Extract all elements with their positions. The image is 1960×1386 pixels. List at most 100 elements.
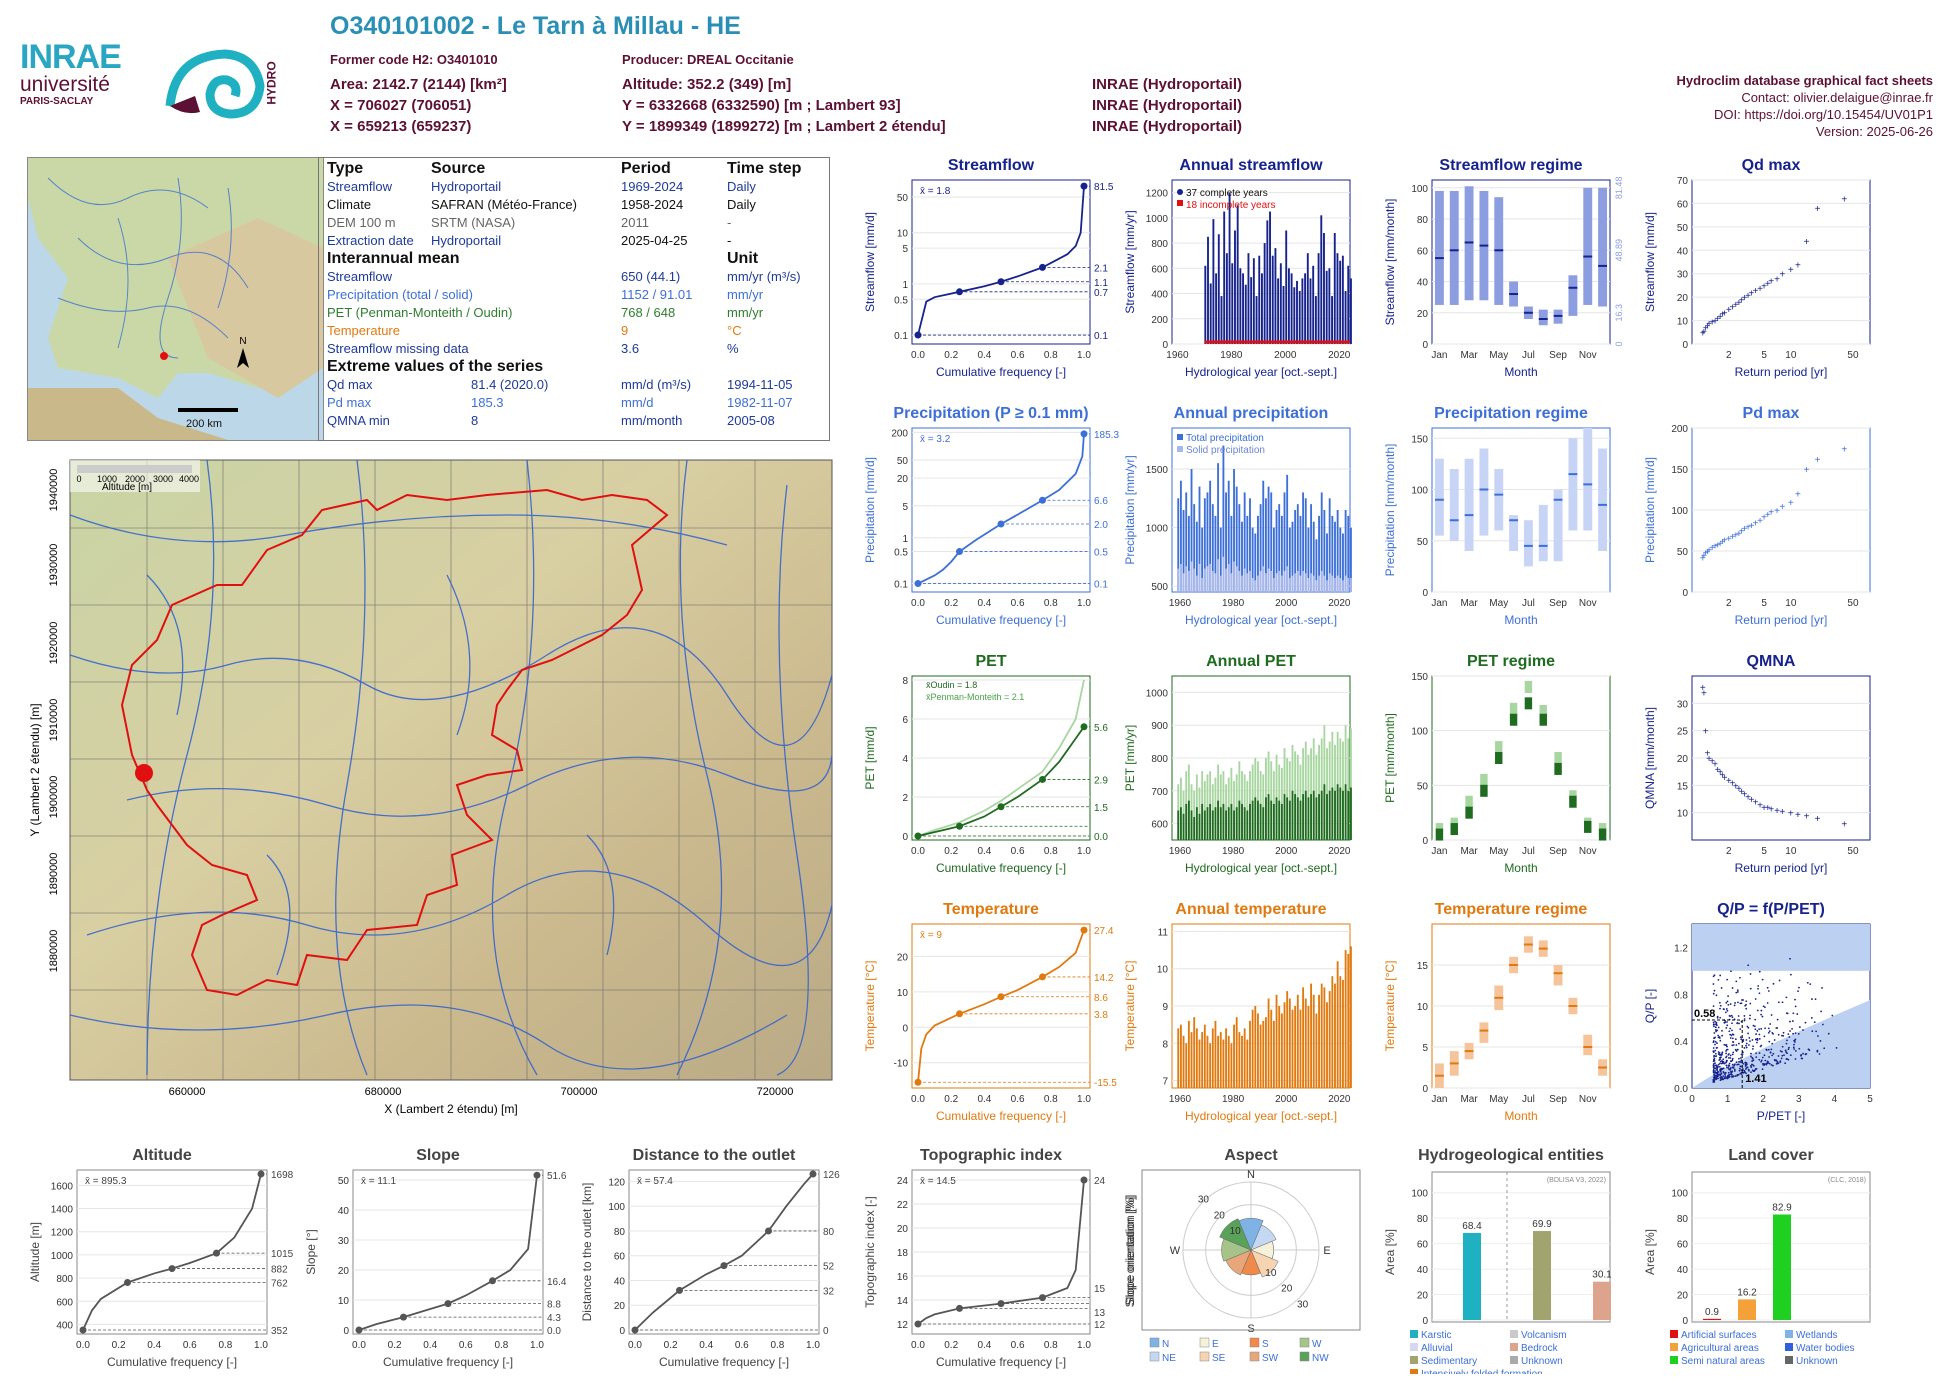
slope-chart: Slope Cumulative frequency [-] Slope [°] 0 1… <box>303 1142 573 1374</box>
x-axis-label: Cumulative frequency [-] <box>383 1355 513 1369</box>
y-tick-label: 0 <box>1422 1316 1428 1327</box>
x-tick-label: 1980 <box>1222 846 1245 857</box>
data-point: + <box>1749 288 1755 299</box>
legend-swatch <box>1199 1337 1210 1348</box>
regime-box <box>1434 458 1444 536</box>
data-point: + <box>1730 303 1736 314</box>
annual-bar <box>1198 486 1201 592</box>
data-point <box>1736 1074 1739 1076</box>
ring-label: 30 <box>1198 1194 1210 1205</box>
legend-label: Unknown <box>1796 1356 1838 1367</box>
data-point <box>1809 983 1812 986</box>
data-point <box>1728 1076 1731 1079</box>
data-point: + <box>1804 237 1810 248</box>
x-tick-label: 0.8 <box>1044 846 1058 857</box>
y-tick-label: 10 <box>897 988 909 999</box>
x-axis-label: Cumulative frequency [-] <box>659 1355 789 1369</box>
streamflow-chart: Streamflow Cumulative frequency [-] Stream… <box>862 152 1120 384</box>
legend-label: Intensively folded formation <box>1421 1369 1543 1374</box>
x-tick-label: 0.4 <box>147 1340 161 1351</box>
data-point <box>1732 1075 1735 1078</box>
annual-bar <box>1246 515 1249 592</box>
data-point <box>1714 1070 1716 1072</box>
x-tick-label: 1980 <box>1220 350 1243 361</box>
extreme-name: Qd max <box>327 377 373 392</box>
mean-unit: mm/yr (m³/s) <box>727 269 801 284</box>
data-point <box>1712 1005 1715 1008</box>
annual-bar <box>1209 1043 1212 1088</box>
x-tick-label: 2020 <box>1328 598 1351 609</box>
x-tick-label: 1.0 <box>1077 350 1091 361</box>
y-tick-label: 5 <box>902 244 908 255</box>
data-point <box>1716 1029 1719 1032</box>
data-point <box>1729 1003 1732 1005</box>
annual-bar <box>1334 983 1336 1088</box>
annual-bar <box>1254 533 1257 592</box>
header-source: Source <box>431 160 486 177</box>
annual-bar <box>1179 1024 1182 1088</box>
ring-label: 20 <box>1281 1284 1293 1295</box>
annual-bar <box>1241 521 1243 592</box>
regime-box <box>1538 504 1548 562</box>
data-point <box>1776 1062 1779 1065</box>
extreme-unit: mm/d (m³/s) <box>621 377 692 392</box>
solid-bar <box>1235 566 1238 592</box>
period-cell: 1958-2024 <box>621 197 684 212</box>
data-point <box>1794 1005 1797 1008</box>
data-point <box>1752 1070 1755 1072</box>
solid-bar <box>1267 568 1270 592</box>
annual-bar <box>1212 219 1215 344</box>
annual-bar <box>1350 278 1352 344</box>
y-tick-label: 20 <box>1677 293 1689 304</box>
annual-bar <box>1195 1028 1198 1088</box>
source-3: INRAE (Hydroportail) <box>1092 118 1242 135</box>
data-point <box>1713 1073 1715 1076</box>
data-point <box>1731 1066 1734 1069</box>
source-cell: SRTM (NASA) <box>431 215 516 230</box>
step-cell: Daily <box>727 179 756 194</box>
y-tick-label: 0 <box>343 1326 349 1337</box>
y-tick-label: 15 <box>1677 781 1689 792</box>
regime-box <box>1598 187 1608 307</box>
x-tick-label: Sep <box>1549 1094 1567 1105</box>
data-point <box>1743 1018 1746 1020</box>
data-point <box>1751 1060 1754 1062</box>
data-point <box>1765 1048 1768 1051</box>
source-note: (CLC, 2018) <box>1828 1177 1866 1184</box>
data-point <box>1739 1072 1742 1075</box>
data-point <box>1743 1047 1746 1049</box>
y-tick-label: 25 <box>1677 727 1689 738</box>
data-point <box>1789 973 1792 976</box>
oudin-bar <box>1182 813 1185 840</box>
data-point <box>1754 998 1757 1000</box>
data-point <box>1723 1062 1726 1065</box>
header-period: Period <box>621 160 671 177</box>
data-point: + <box>1765 279 1771 290</box>
solid-bar <box>1339 577 1342 592</box>
regime-box <box>1568 275 1578 316</box>
data-point <box>1720 1072 1723 1075</box>
data-point <box>1725 1027 1728 1029</box>
q-over-p-chart: Q/P = f(P/PET) P/PET [-] Q/P [-] 0.0 0.4 0.8 1… <box>1642 896 1900 1128</box>
data-point <box>1727 1065 1730 1067</box>
y-tick-label: 10 <box>338 1296 350 1307</box>
annual-bar <box>1283 492 1286 592</box>
legend-tick: 2000 <box>125 474 145 484</box>
x-tick-label: 10 <box>1785 846 1797 857</box>
oudin-bar <box>1291 790 1294 840</box>
x-tick-label: 0.8 <box>1044 598 1058 609</box>
legend-swatch <box>1510 1356 1518 1364</box>
chart-title: Annual temperature <box>1175 901 1326 918</box>
y-tick-label: 7 <box>1162 1077 1168 1088</box>
x-tick-label: 1960 <box>1169 1094 1192 1105</box>
solid-bar <box>1230 573 1233 592</box>
period-cell: 1969-2024 <box>621 179 684 194</box>
x-tick-label: Mar <box>1460 598 1478 609</box>
data-point <box>1712 975 1715 978</box>
data-point <box>1718 1059 1721 1061</box>
y-tick-label: 2 <box>902 793 908 804</box>
data-point <box>1766 1002 1769 1004</box>
chart-title: Topographic index <box>920 1147 1062 1164</box>
data-point <box>1725 1052 1728 1055</box>
y-tick-label: 40 <box>1417 278 1429 289</box>
